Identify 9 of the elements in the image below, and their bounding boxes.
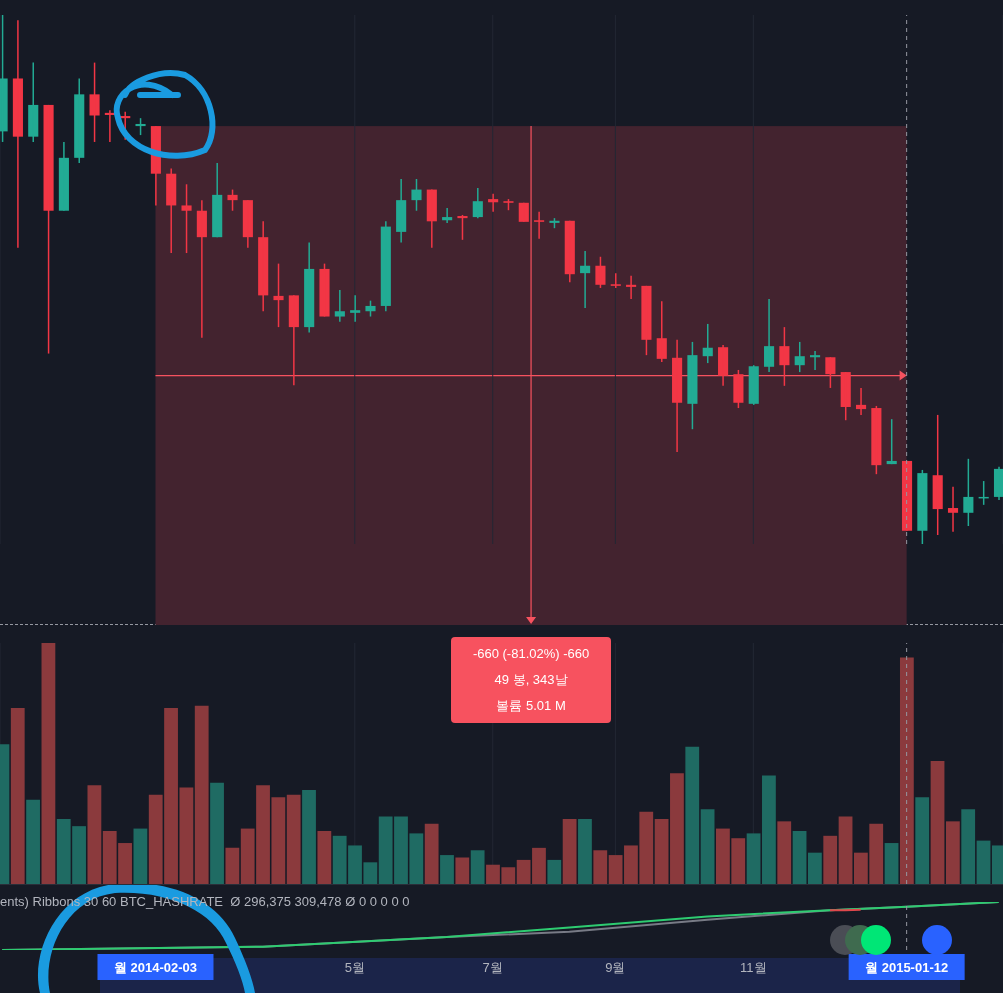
x-tick-label: 7월: [482, 960, 503, 975]
x-tick-label: 11월: [740, 960, 767, 975]
x-tick-label: 5월: [344, 960, 365, 975]
x-tick-label: 월 2014-02-03: [113, 960, 198, 975]
annotation: 49 봉, 343날: [493, 671, 569, 689]
annotation: 볼륨 5.01 M: [495, 697, 567, 715]
annotation: -660 (-81.02%) -660: [471, 645, 591, 663]
x-tick-label: 월 2015-01-12: [865, 960, 949, 975]
x-tick-label: 9월: [605, 960, 626, 975]
